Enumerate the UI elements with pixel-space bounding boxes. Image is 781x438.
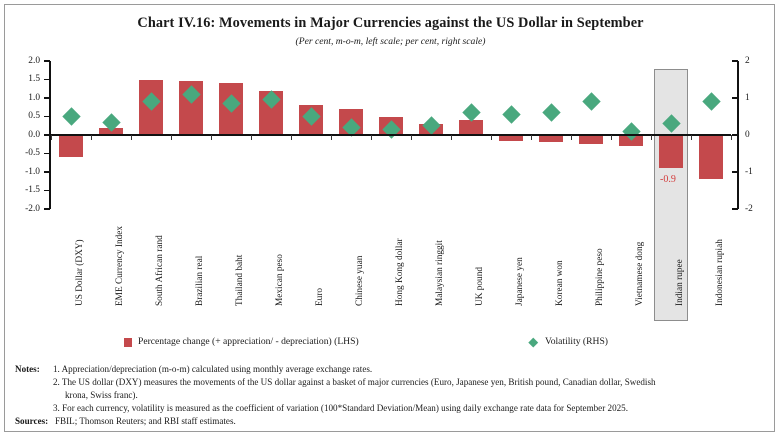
- x-axis-category-label: Korean won: [555, 260, 565, 306]
- sources-label: Sources:: [15, 416, 49, 426]
- x-axis-category-label: Indonesian rupiah: [715, 239, 725, 306]
- x-axis-tick: [571, 135, 573, 140]
- bar-japanese-yen: [499, 135, 523, 141]
- left-axis-label: -1.5: [25, 185, 40, 195]
- note-item-1: 1. Appreciation/depreciation (m-o-m) cal…: [53, 364, 373, 374]
- x-axis-category-label: South African rand: [155, 235, 165, 306]
- right-axis-label: -2: [745, 203, 753, 214]
- note-item-3: 3. For each currency, volatility is meas…: [53, 403, 628, 413]
- x-axis-tick: [371, 135, 373, 140]
- plot-area: -2.0 -1.5 -1.0 -0.5 0.0 0.5 1.0 1.5 2.0 -2 -1 0 1 2 US…: [25, 56, 753, 321]
- x-axis-category-label: Chinese yuan: [355, 255, 365, 306]
- right-axis-label: 2: [745, 55, 750, 66]
- x-axis-tick: [291, 135, 293, 140]
- note-item-2: 2. The US dollar (DXY) measures the move…: [53, 377, 656, 387]
- left-axis-line: [49, 61, 51, 209]
- left-axis-label: 1.5: [28, 74, 40, 84]
- left-axis-tick: [44, 152, 50, 155]
- chart-legend: Percentage change (+ appreciation/ - dep…: [5, 335, 776, 351]
- bar-uk-pound: [459, 120, 483, 135]
- left-axis-tick: [44, 115, 50, 118]
- left-axis-tick: [44, 171, 50, 173]
- volatility-marker-korean-won: [541, 103, 561, 122]
- x-axis-category-label: Mexican peso: [275, 254, 285, 306]
- left-axis-label: 0.5: [28, 111, 40, 121]
- volatility-marker-us-dollar-dxy-: [61, 107, 81, 126]
- volatility-marker-indonesian-rupiah: [701, 92, 721, 111]
- zero-line: [51, 134, 731, 136]
- right-axis-label: 1: [745, 92, 750, 103]
- legend-diamond-swatch: [528, 337, 538, 347]
- x-axis-tick: [51, 135, 53, 140]
- x-axis-category-label: Vietnamese dong: [635, 241, 645, 306]
- x-axis-tick: [531, 135, 533, 140]
- left-axis-label: 1.0: [28, 92, 40, 103]
- x-axis-category-label: Malaysian ringgit: [435, 240, 445, 306]
- x-axis-tick: [651, 135, 653, 140]
- left-axis-label: -0.5: [25, 148, 40, 158]
- x-axis-tick: [171, 135, 173, 140]
- x-axis-category-label: Japanese yen: [515, 257, 525, 306]
- x-axis-tick: [251, 135, 253, 140]
- x-axis-tick: [731, 135, 733, 140]
- right-axis-tick: [732, 171, 738, 173]
- sources-text: FBIL; Thomson Reuters; and RBI staff est…: [55, 416, 236, 426]
- right-axis-tick: [732, 134, 738, 136]
- bar-indian-rupee: [659, 135, 683, 169]
- note-item-2-cont: krona, Swiss franc).: [65, 390, 138, 400]
- left-axis-label: 0.0: [28, 129, 40, 140]
- x-axis-category-label: EME Currency Index: [115, 225, 125, 306]
- left-axis-label: -1.0: [25, 166, 40, 177]
- right-axis-label: -1: [745, 166, 753, 177]
- notes-label: Notes:: [15, 364, 40, 374]
- legend-marker-label: Volatility (RHS): [545, 336, 608, 347]
- bar-us-dollar-dxy-: [59, 135, 83, 158]
- bar-philippine-peso: [579, 135, 603, 145]
- x-axis-category-label: UK pound: [475, 267, 485, 306]
- x-axis-category-label: Thailand baht: [235, 254, 245, 306]
- left-axis-tick: [44, 208, 50, 210]
- right-axis-tick: [732, 60, 738, 62]
- legend-bar-label: Percentage change (+ appreciation/ - dep…: [138, 336, 359, 347]
- x-axis-category-label: US Dollar (DXY): [75, 239, 85, 306]
- x-axis-category-label: Euro: [315, 287, 325, 306]
- left-axis-tick: [44, 97, 50, 99]
- chart-subtitle: (Per cent, m-o-m, left scale; per cent, …: [295, 36, 486, 47]
- left-axis-tick: [44, 189, 50, 192]
- volatility-marker-philippine-peso: [581, 92, 601, 111]
- bar-indonesian-rupiah: [699, 135, 723, 180]
- chart-frame: Chart IV.16: Movements in Major Currenci…: [4, 4, 775, 432]
- left-axis-label: -2.0: [25, 203, 40, 214]
- legend-bar-swatch: [124, 338, 132, 347]
- bar-vietnamese-dong: [619, 135, 643, 147]
- x-axis-category-label: Philippine peso: [595, 248, 605, 306]
- x-axis-tick: [451, 135, 453, 140]
- x-axis-tick: [331, 135, 333, 140]
- x-axis-tick: [611, 135, 613, 140]
- x-axis-tick: [211, 135, 213, 140]
- right-axis-tick: [732, 97, 738, 99]
- chart-title: Chart IV.16: Movements in Major Currenci…: [137, 15, 644, 31]
- right-axis-line: [737, 61, 739, 209]
- right-axis-label: 0: [745, 129, 750, 140]
- x-axis-tick: [411, 135, 413, 140]
- x-axis-tick: [691, 135, 693, 140]
- x-axis-category-label: Brazilian real: [195, 255, 205, 306]
- x-axis-tick: [491, 135, 493, 140]
- left-axis-tick: [44, 78, 50, 81]
- volatility-marker-japanese-yen: [501, 105, 521, 124]
- data-label-indian-rupee: -0.9: [660, 174, 676, 186]
- bar-eme-currency-index: [99, 127, 123, 135]
- x-axis-category-label: Indian rupee: [675, 259, 685, 306]
- x-axis-tick: [91, 135, 93, 140]
- left-axis-tick: [44, 134, 50, 136]
- highlight-band-indian-rupee: [653, 69, 689, 321]
- bar-korean-won: [539, 135, 563, 143]
- left-axis-tick: [44, 60, 50, 62]
- x-axis-tick: [131, 135, 133, 140]
- x-axis-category-label: Hong Kong dollar: [395, 238, 405, 306]
- left-axis-label: 2.0: [28, 55, 40, 66]
- right-axis-tick: [732, 208, 738, 210]
